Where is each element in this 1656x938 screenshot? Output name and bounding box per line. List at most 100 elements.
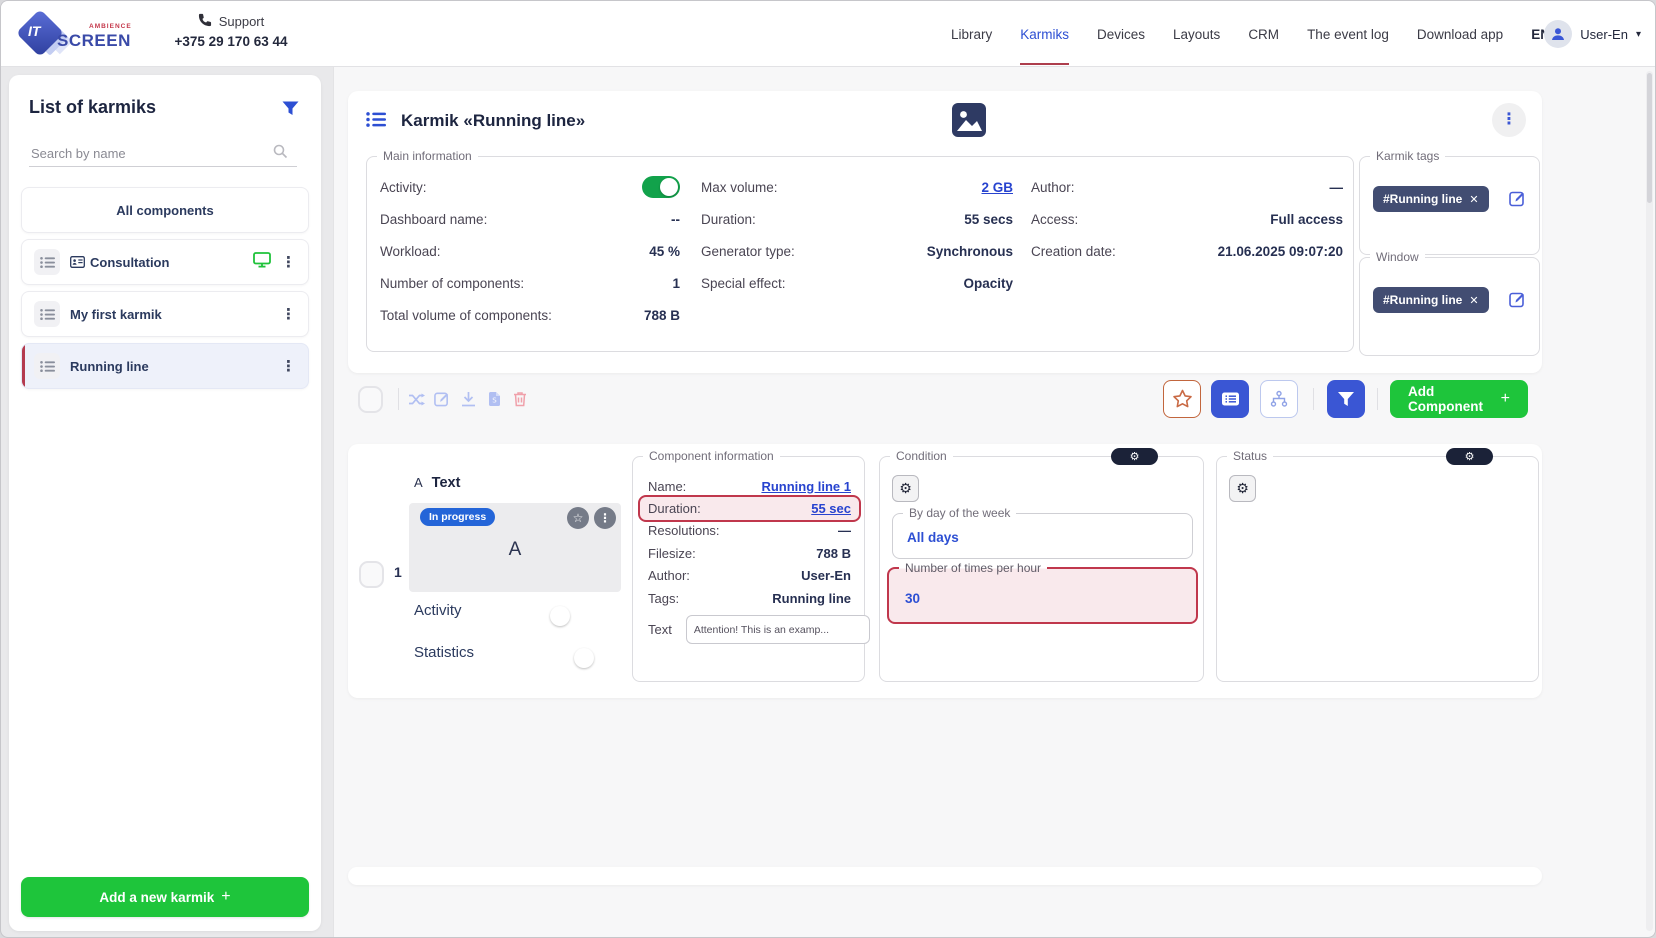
nav-event-log[interactable]: The event log xyxy=(1307,26,1389,42)
select-all-checkbox[interactable] xyxy=(358,386,383,413)
close-icon[interactable]: ✕ xyxy=(1469,193,1479,206)
scrollbar[interactable] xyxy=(1646,71,1653,931)
sidebar-item-consultation[interactable]: Consultation ⋮ xyxy=(21,239,309,285)
component-activity-label: Activity xyxy=(414,602,462,619)
name-link[interactable]: Running line 1 xyxy=(761,478,851,494)
kebab-menu-icon[interactable]: ⋮ xyxy=(594,507,616,529)
hierarchy-view-button[interactable] xyxy=(1260,380,1298,418)
sidebar-search xyxy=(29,141,297,167)
name-row: Name: Running line 1 xyxy=(648,475,851,497)
list-view-button[interactable] xyxy=(1211,380,1249,418)
resolutions-value: — xyxy=(838,523,851,539)
name-label: Name: xyxy=(648,478,687,494)
list-icon xyxy=(34,249,60,275)
sidebar-item-running-line[interactable]: Running line ⋮ xyxy=(21,343,309,389)
gear-icon: ⚙ xyxy=(1464,451,1475,463)
main-nav: Library Karmiks Devices Layouts CRM The … xyxy=(951,1,1559,67)
download-icon[interactable] xyxy=(459,390,477,408)
nav-download-app[interactable]: Download app xyxy=(1416,26,1504,42)
filter-icon[interactable] xyxy=(282,101,299,121)
image-icon[interactable] xyxy=(949,101,989,144)
search-icon[interactable] xyxy=(273,144,288,164)
status-badge: In progress xyxy=(420,508,496,526)
status-fieldset: Status ⚙ ⚙ xyxy=(1216,448,1539,682)
max-volume-label: Max volume: xyxy=(701,179,778,195)
edit-icon[interactable] xyxy=(1509,291,1526,313)
duration-link[interactable]: 55 sec xyxy=(811,501,851,517)
component-type-header: A Text xyxy=(414,475,460,491)
nav-crm[interactable]: CRM xyxy=(1248,26,1280,42)
condition-legend: Condition xyxy=(890,449,953,463)
window-fieldset: Window #Running line ✕ xyxy=(1359,250,1540,356)
star-icon[interactable]: ☆ xyxy=(567,507,589,529)
logo-it-text: IT xyxy=(28,23,41,39)
author-label: Author: xyxy=(648,568,690,584)
edit-icon[interactable] xyxy=(1509,190,1526,212)
kebab-menu-icon[interactable]: ⋮ xyxy=(281,357,296,375)
karmik-item-label: Running line xyxy=(70,358,149,374)
access-label: Access: xyxy=(1031,211,1079,227)
window-legend: Window xyxy=(1370,250,1425,264)
page-title: Karmik «Running line» xyxy=(401,111,586,130)
main-info-column-3: Author: — Access: Full access Creation d… xyxy=(1031,171,1343,267)
resolutions-row: Resolutions: — xyxy=(648,520,851,542)
kebab-menu-icon[interactable]: ⋮ xyxy=(281,305,296,323)
sidebar-item-my-first-karmik[interactable]: My first karmik ⋮ xyxy=(21,291,309,337)
condition-settings-button[interactable]: ⚙ xyxy=(892,475,919,502)
day-of-week-fieldset[interactable]: By day of the week All days xyxy=(892,506,1193,559)
max-volume-link[interactable]: 2 GB xyxy=(981,179,1013,195)
kebab-menu-icon[interactable]: ⋮ xyxy=(281,253,296,271)
condition-gear-badge[interactable]: ⚙ xyxy=(1111,448,1158,465)
karmik-item-label: Consultation xyxy=(70,255,169,270)
karmik-options-button[interactable]: ⋮ xyxy=(1492,103,1526,137)
text-field-input[interactable] xyxy=(685,615,870,644)
total-volume-label: Total volume of components: xyxy=(380,307,552,323)
status-gear-badge[interactable]: ⚙ xyxy=(1446,448,1493,465)
times-per-hour-fieldset-highlighted[interactable]: Number of times per hour 30 xyxy=(887,561,1198,624)
edit-icon[interactable] xyxy=(433,390,451,408)
phone-icon xyxy=(198,13,212,30)
component-checkbox[interactable] xyxy=(359,561,384,588)
tags-label: Tags: xyxy=(648,590,680,606)
status-settings-button[interactable]: ⚙ xyxy=(1229,475,1256,502)
number-of-components-value: 1 xyxy=(672,275,680,291)
file-icon[interactable]: S xyxy=(485,390,503,408)
add-new-karmik-label: Add a new karmik xyxy=(99,889,215,905)
logo-screen-text: SCREEN xyxy=(57,31,131,50)
toolbar-divider xyxy=(398,388,399,410)
duration-label: Duration: xyxy=(648,501,701,517)
day-of-week-legend: By day of the week xyxy=(903,506,1017,520)
sidebar-item-all-components[interactable]: All components xyxy=(21,187,309,233)
list-icon xyxy=(366,111,386,133)
add-new-karmik-button[interactable]: Add a new karmik + xyxy=(21,877,309,917)
add-component-label: Add Component xyxy=(1408,384,1483,414)
component-thumbnail[interactable]: In progress ☆ ⋮ A xyxy=(409,503,621,592)
tag-label: #Running line xyxy=(1383,293,1463,307)
close-icon[interactable]: ✕ xyxy=(1469,294,1479,307)
monitor-icon[interactable] xyxy=(253,251,271,273)
favorite-filter-button[interactable] xyxy=(1163,380,1201,418)
trash-icon[interactable] xyxy=(511,390,529,408)
karmik-tags-legend: Karmik tags xyxy=(1370,149,1446,163)
search-input[interactable] xyxy=(29,145,273,162)
nav-devices[interactable]: Devices xyxy=(1097,26,1146,42)
support-phone[interactable]: +375 29 170 63 44 xyxy=(174,34,288,49)
user-menu[interactable]: User-En ▾ xyxy=(1544,1,1641,67)
nav-library[interactable]: Library xyxy=(950,26,993,42)
activity-toggle[interactable] xyxy=(642,176,680,198)
component-information-legend: Component information xyxy=(643,449,780,463)
nav-layouts[interactable]: Layouts xyxy=(1173,26,1221,42)
nav-karmiks[interactable]: Karmiks xyxy=(1020,1,1069,67)
generator-type-value: Synchronous xyxy=(926,243,1013,259)
author-row: Author: User-En xyxy=(648,565,851,587)
shuffle-icon[interactable] xyxy=(407,390,425,408)
author-value: User-En xyxy=(801,568,851,584)
filter-button[interactable] xyxy=(1327,380,1365,418)
number-of-components-label: Number of components: xyxy=(380,275,525,291)
main-info-column-2: Max volume: 2 GB Duration: 55 secs Gener… xyxy=(701,171,1013,299)
add-component-button[interactable]: Add Component + xyxy=(1390,380,1528,418)
times-per-hour-value: 30 xyxy=(905,591,921,606)
toolbar-divider xyxy=(1313,388,1314,410)
bottom-strip xyxy=(348,867,1542,885)
toolbar-divider xyxy=(1377,388,1378,410)
